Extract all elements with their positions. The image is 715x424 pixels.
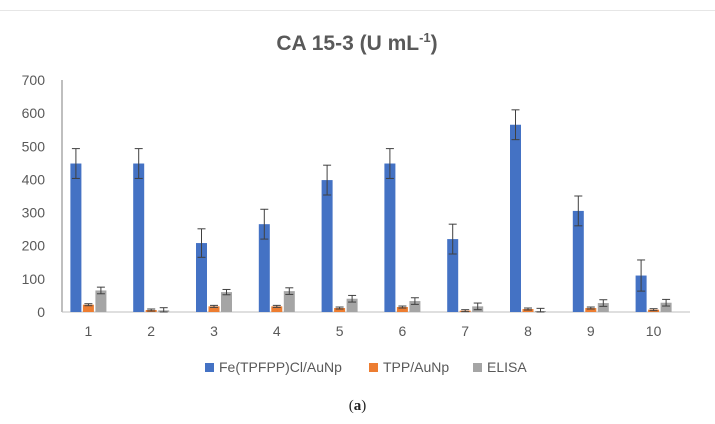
- legend-item: Fe(TPFPP)Cl/AuNp: [205, 359, 342, 375]
- error-bar: [649, 308, 658, 312]
- error-bar: [96, 286, 105, 295]
- bar-elisa: [409, 301, 421, 312]
- bar-elisa: [283, 291, 295, 312]
- bar-chart: CA 15-3 (U mL-1) 0100200300400500600700 …: [22, 30, 690, 375]
- bar-tpp-aunp: [82, 304, 94, 312]
- bar-fe-tpfpp-cl-aunp: [635, 275, 647, 312]
- y-tick-label: 200: [22, 238, 46, 254]
- error-bar: [599, 299, 608, 307]
- top-divider: [0, 10, 715, 11]
- bar-fe-tpfpp-cl-aunp: [196, 243, 207, 312]
- x-tick-label: 5: [336, 323, 344, 339]
- y-tick-label: 400: [22, 171, 46, 187]
- legend-swatch: [473, 363, 482, 372]
- x-tick-label: 9: [587, 323, 595, 339]
- bar-fe-tpfpp-cl-aunp: [572, 210, 584, 312]
- legend-item: TPP/AuNp: [369, 359, 449, 375]
- chart-title-suffix: ): [431, 32, 438, 55]
- bar-tpp-aunp: [208, 306, 220, 312]
- x-tick-label: 7: [461, 323, 469, 339]
- legend-swatch: [369, 363, 378, 372]
- error-bar: [197, 228, 206, 258]
- chart-title-main: CA 15-3 (U mL: [276, 32, 419, 55]
- bar-tpp-aunp: [585, 308, 597, 312]
- legend-label: Fe(TPFPP)Cl/AuNp: [219, 359, 342, 375]
- legend-label: TPP/AuNp: [383, 359, 449, 375]
- y-tick-label: 0: [37, 304, 45, 320]
- error-bar: [448, 223, 457, 255]
- bar-elisa: [597, 303, 609, 312]
- error-bar: [662, 298, 671, 307]
- x-axis: 1 2 3 4 5 6 7 8 9 10: [62, 311, 690, 339]
- legend-item: ELISA: [473, 359, 527, 375]
- y-tick-label: 500: [22, 138, 46, 154]
- y-axis: 0 100 200 300 400 500 600 700: [22, 72, 63, 320]
- x-tick-label: 6: [399, 323, 407, 339]
- error-bar: [323, 164, 332, 196]
- y-tick-label: 600: [22, 105, 46, 121]
- error-bar: [461, 309, 470, 313]
- bar-fe-tpfpp-cl-aunp: [321, 180, 333, 312]
- legend-label: ELISA: [487, 359, 527, 375]
- error-bar: [398, 305, 407, 309]
- bar-tpp-aunp: [271, 306, 283, 312]
- caption-open: (: [348, 398, 354, 414]
- bar-fe-tpfpp-cl-aunp: [258, 224, 270, 312]
- bar-elisa: [346, 298, 358, 312]
- caption-letter: a: [353, 398, 362, 414]
- error-bar: [586, 306, 595, 310]
- bar-elisa: [95, 290, 107, 312]
- x-tick-label: 3: [210, 323, 218, 339]
- chart-title-superscript: -1: [419, 30, 431, 45]
- x-tick-label: 10: [646, 323, 662, 339]
- error-bar: [385, 148, 394, 179]
- x-tick-label: 2: [147, 323, 155, 339]
- bar-elisa: [660, 302, 672, 312]
- error-bar: [637, 259, 646, 292]
- error-bar: [272, 304, 281, 308]
- legend: Fe(TPFPP)Cl/AuNp TPP/AuNp ELISA: [205, 359, 527, 375]
- error-bar: [524, 307, 532, 311]
- x-tick-label: 4: [273, 323, 281, 339]
- error-bar: [473, 302, 482, 311]
- y-tick-label: 700: [22, 72, 46, 88]
- error-bar: [222, 288, 231, 296]
- legend-swatch: [205, 363, 214, 372]
- error-bar: [84, 303, 93, 307]
- figure-caption: (a): [0, 398, 715, 415]
- error-bar: [410, 297, 419, 305]
- error-bar: [159, 307, 168, 313]
- caption-close: ): [361, 398, 367, 414]
- x-tick-label: 8: [524, 323, 532, 339]
- error-bar: [536, 307, 545, 313]
- error-bar: [574, 195, 583, 227]
- x-tick-label: 1: [85, 323, 93, 339]
- bar-fe-tpfpp-cl-aunp: [133, 163, 145, 312]
- chart-title: CA 15-3 (U mL-1): [276, 30, 437, 55]
- bar-tpp-aunp: [334, 308, 346, 312]
- bar-fe-tpfpp-cl-aunp: [510, 124, 521, 312]
- bars-group: [70, 109, 672, 313]
- error-bar: [285, 287, 294, 295]
- bar-fe-tpfpp-cl-aunp: [447, 239, 459, 312]
- bar-fe-tpfpp-cl-aunp: [70, 163, 82, 312]
- error-bar: [511, 109, 520, 141]
- error-bar: [210, 304, 218, 308]
- error-bar: [71, 148, 80, 179]
- bar-elisa: [221, 292, 232, 312]
- error-bar: [260, 208, 269, 240]
- y-tick-label: 300: [22, 205, 46, 221]
- y-tick-label: 100: [22, 271, 46, 287]
- bar-fe-tpfpp-cl-aunp: [384, 163, 396, 312]
- error-bar: [348, 294, 357, 303]
- error-bar: [147, 308, 156, 312]
- bar-tpp-aunp: [396, 307, 408, 312]
- error-bar: [335, 306, 344, 310]
- error-bar: [134, 148, 143, 179]
